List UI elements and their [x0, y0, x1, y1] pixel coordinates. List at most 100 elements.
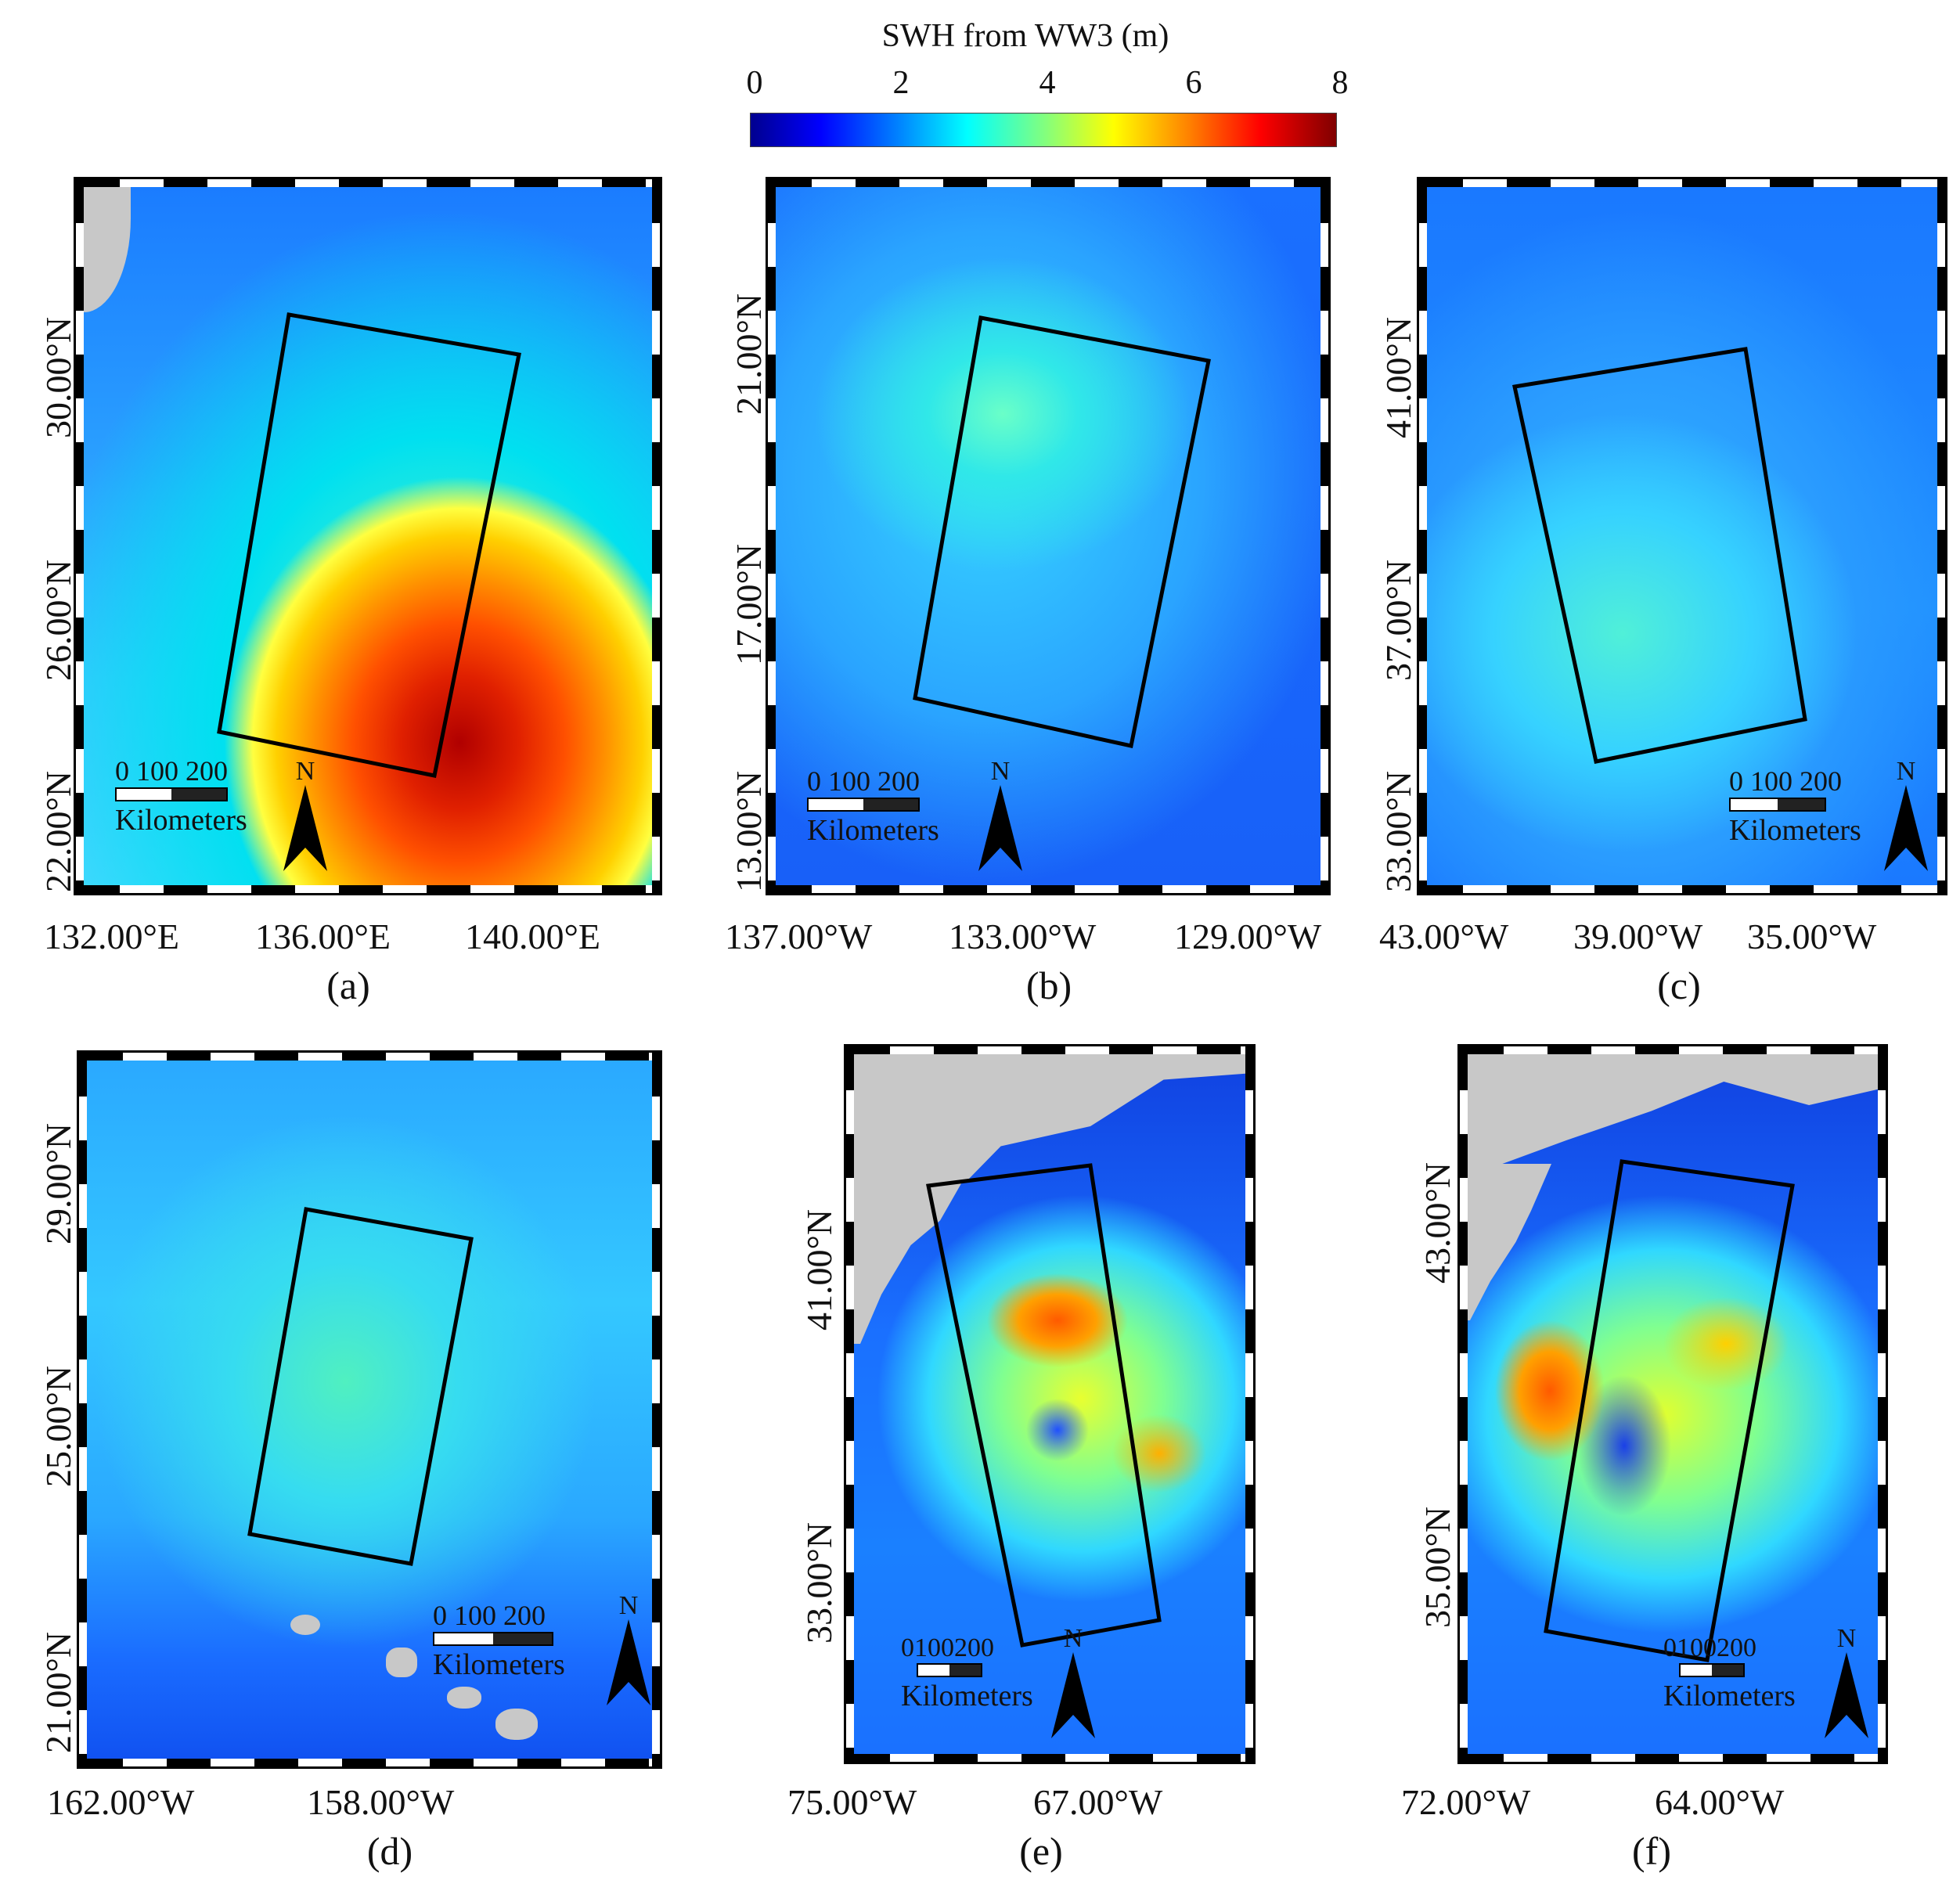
scale-label: 100: [454, 1600, 496, 1631]
sar-footprint: [913, 315, 1211, 748]
panel-label: (d): [366, 1829, 413, 1873]
scale-unit: Kilometers: [433, 1648, 565, 1681]
lat-label: 35.00°N: [1418, 1506, 1457, 1628]
scale-unit: Kilometers: [807, 814, 939, 847]
north-arrow: N: [1881, 758, 1931, 871]
swh-field: [768, 179, 1328, 893]
north-label: N: [618, 1591, 639, 1620]
lon-label: 64.00°W: [1655, 1782, 1785, 1822]
colorbar-tick: 6: [1185, 65, 1202, 101]
map-panel-d: 0 100 200 Kilometers N: [77, 1050, 662, 1769]
lon-label: 67.00°W: [1033, 1782, 1163, 1822]
colorbar-tick: 2: [892, 65, 910, 101]
island: [290, 1615, 320, 1635]
sar-footprint: [1544, 1159, 1795, 1662]
north-arrow: N: [1821, 1626, 1872, 1738]
north-arrow-icon: [1884, 785, 1928, 871]
lon-label: 72.00°W: [1401, 1782, 1531, 1822]
north-label: N: [295, 757, 315, 786]
north-arrow: N: [603, 1593, 654, 1705]
lon-label: 140.00°E: [465, 916, 600, 956]
lon-label: 162.00°W: [47, 1782, 195, 1822]
lat-label: 33.00°N: [1378, 770, 1418, 892]
lat-label: 41.00°N: [799, 1208, 839, 1331]
lon-label: 43.00°W: [1379, 916, 1509, 956]
lat-label: 25.00°N: [38, 1365, 78, 1487]
north-arrow-icon: [283, 785, 327, 871]
north-arrow-icon: [1825, 1652, 1868, 1738]
lon-label: 136.00°E: [255, 916, 391, 956]
lat-label: 33.00°N: [799, 1521, 839, 1644]
scale-label: 0: [433, 1600, 447, 1631]
north-label: N: [990, 757, 1011, 786]
scale-bar: 0100200 Kilometers: [901, 1633, 1033, 1713]
lat-label: 22.00°N: [38, 770, 78, 892]
map-panel-c: 0 100 200 Kilometers N: [1417, 177, 1947, 895]
lon-label: 158.00°W: [307, 1782, 455, 1822]
lat-label: 41.00°N: [1378, 316, 1418, 438]
north-arrow: N: [280, 758, 330, 871]
sar-footprint: [247, 1207, 474, 1566]
scale-label: 200: [186, 755, 228, 787]
scale-label: 100: [136, 755, 178, 787]
map-panel-a: 0 100 200 Kilometers N: [74, 177, 662, 895]
lon-label: 39.00°W: [1573, 916, 1703, 956]
lat-label: 43.00°N: [1418, 1161, 1457, 1284]
panel-label: (c): [1657, 963, 1701, 1007]
lat-label: 13.00°N: [729, 770, 769, 892]
colorbar-title: SWH from WW3 (m): [881, 18, 1169, 54]
scale-unit: Kilometers: [115, 804, 247, 837]
scale-bar: 0 100 200 Kilometers: [807, 765, 939, 848]
swh-field: [79, 1053, 660, 1766]
scale-unit: Kilometers: [1663, 1680, 1796, 1712]
island: [386, 1648, 417, 1677]
scale-unit: Kilometers: [901, 1680, 1033, 1712]
lat-label: 21.00°N: [38, 1631, 78, 1753]
colorbar-tick: 4: [1039, 65, 1056, 101]
lat-label: 17.00°N: [729, 543, 769, 665]
scale-label-compact: 0100200: [901, 1633, 994, 1662]
lon-label: 75.00°W: [787, 1782, 917, 1822]
island: [447, 1687, 481, 1709]
panel-label: (e): [1019, 1829, 1063, 1873]
lat-label: 21.00°N: [729, 293, 769, 415]
scale-bar: 0 100 200 Kilometers: [433, 1599, 565, 1682]
north-label: N: [1836, 1624, 1857, 1653]
scale-label: 200: [503, 1600, 546, 1631]
colorbar-tick: 8: [1331, 65, 1349, 101]
panel-label: (f): [1632, 1829, 1671, 1873]
scale-bar: 0100200 Kilometers: [1663, 1633, 1796, 1713]
north-label: N: [1896, 757, 1916, 786]
colorbar-tick: 0: [746, 65, 763, 101]
scale-label-compact: 0100200: [1663, 1633, 1756, 1662]
lat-label: 29.00°N: [38, 1122, 78, 1244]
north-arrow-icon: [607, 1619, 650, 1705]
map-panel-e: 0100200 Kilometers N: [844, 1044, 1256, 1764]
lat-label: 30.00°N: [38, 316, 78, 438]
north-arrow: N: [1048, 1626, 1098, 1738]
scale-label: 100: [828, 765, 870, 797]
lon-label: 35.00°W: [1747, 916, 1877, 956]
scale-label: 100: [1750, 765, 1792, 797]
sar-footprint: [1511, 347, 1807, 764]
map-panel-b: 0 100 200 Kilometers N: [766, 177, 1331, 895]
scale-label: 200: [1800, 765, 1842, 797]
north-label: N: [1063, 1624, 1083, 1653]
sar-footprint: [217, 312, 521, 778]
scale-label: 200: [877, 765, 920, 797]
map-panel-f: 0100200 Kilometers N: [1457, 1044, 1888, 1764]
lat-label: 26.00°N: [38, 559, 78, 681]
island: [495, 1709, 538, 1740]
lon-label: 129.00°W: [1174, 916, 1322, 956]
scale-label: 0: [1729, 765, 1743, 797]
sar-footprint: [926, 1163, 1162, 1648]
lon-label: 137.00°W: [725, 916, 873, 956]
north-arrow: N: [975, 758, 1025, 871]
panel-label: (a): [326, 963, 370, 1007]
lon-label: 132.00°E: [44, 916, 179, 956]
swh-field: [1419, 179, 1945, 893]
scale-bar: 0 100 200 Kilometers: [115, 754, 247, 837]
lat-label: 37.00°N: [1378, 559, 1418, 681]
panel-label: (b): [1025, 963, 1072, 1007]
